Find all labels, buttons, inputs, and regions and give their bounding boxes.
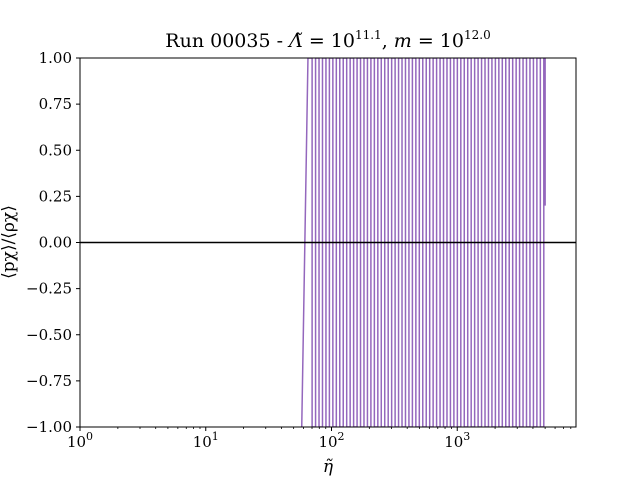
x-tick-label: 100 [67,430,93,451]
y-axis-label: ⟨pχ⟩/⟨ρχ⟩ [0,205,19,279]
x-tick-label: 101 [193,430,219,451]
x-tick-label: 102 [318,430,344,451]
axis-ticks: −1.00 −0.75 −0.50 −0.25 0.00 0.25 0.50 0.75 1.00… [26,49,572,451]
x-tick-label: 103 [444,430,470,451]
x-axis-label: η̃ [323,457,334,477]
y-tick-label: 0.00 [39,234,72,252]
y-tick-label: −1.00 [26,418,72,436]
y-tick-label: −0.25 [26,280,72,298]
y-tick-label: 0.25 [39,187,72,205]
y-tick-label: 0.75 [39,95,72,113]
y-tick-label: −0.50 [26,326,72,344]
chart-title: Run 00035 - Λ̃ = 1011.1, m = 1012.0 [165,28,490,52]
y-tick-label: 1.00 [39,49,72,67]
y-tick-label: 0.50 [39,141,72,159]
y-tick-label: −0.75 [26,372,72,390]
